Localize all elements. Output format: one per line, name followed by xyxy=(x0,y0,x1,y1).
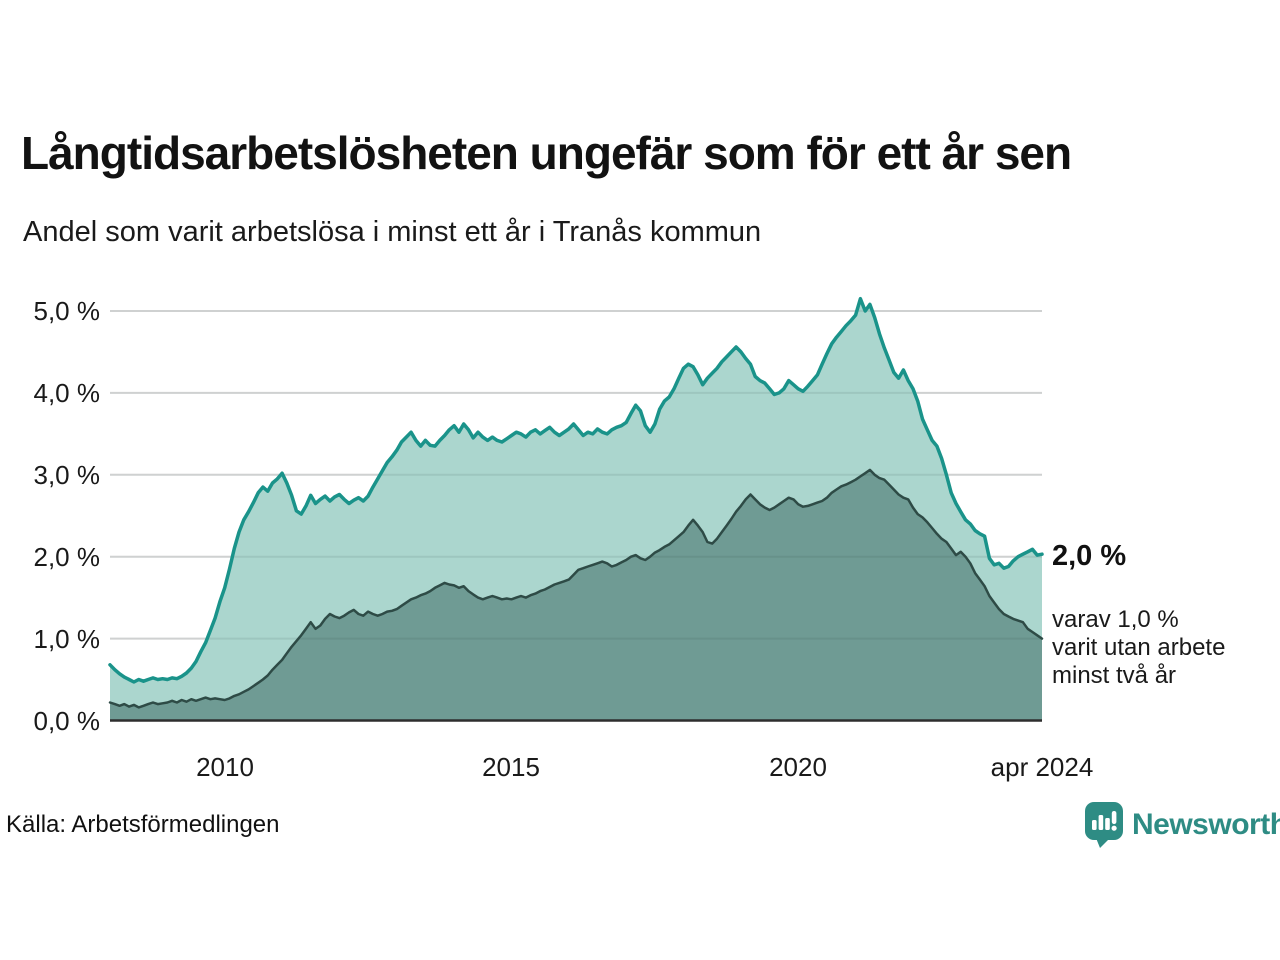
y-axis-label: 2,0 % xyxy=(33,541,101,572)
x-axis-label: 2015 xyxy=(482,752,540,782)
latest-value-label: 2,0 % xyxy=(1052,540,1127,572)
source-label: Källa: Arbetsförmedlingen xyxy=(6,811,280,838)
series-line-2 xyxy=(108,468,1044,709)
x-axis-label: apr 2024 xyxy=(990,752,1094,782)
annotation-note: varav 1,0 % varit utan arbete minst två … xyxy=(1052,606,1225,690)
newsworthy-logo: Newsworthy xyxy=(1084,801,1280,848)
y-axis-label: 5,0 % xyxy=(33,296,101,326)
series-area-2 xyxy=(110,469,1042,721)
y-axis-label: 4,0 % xyxy=(33,377,101,408)
chart-subtitle: Andel som varit arbetslösa i minst ett å… xyxy=(23,216,762,248)
y-axis-label: 3,0 % xyxy=(33,459,101,490)
y-axis-label: 0,0 % xyxy=(33,705,101,736)
brand-name: Newsworthy xyxy=(1132,807,1280,841)
annotation-note-line: varav 1,0 % xyxy=(1052,606,1179,633)
y-axis-label: 1,0 % xyxy=(33,623,101,654)
chart-title: Långtidsarbetslösheten ungefär som för e… xyxy=(21,127,1072,179)
x-axis-label: 2010 xyxy=(196,752,254,782)
x-axis-label: 2020 xyxy=(769,752,827,782)
annotation-note-line: varit utan arbete xyxy=(1052,634,1226,661)
annotation-note-line: minst två år xyxy=(1052,662,1177,689)
series-line-1 xyxy=(108,296,1044,684)
newsworthy-icon xyxy=(1085,802,1123,848)
